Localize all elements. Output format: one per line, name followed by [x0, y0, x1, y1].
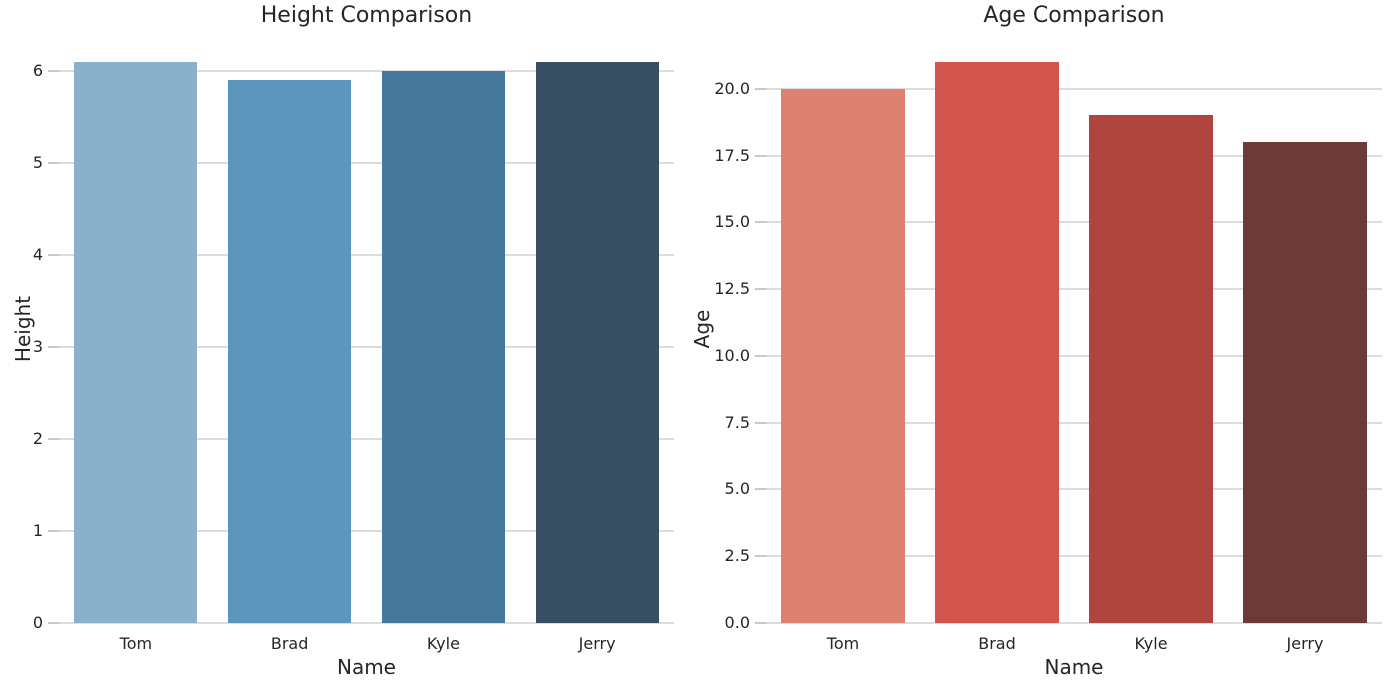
bar-kyle [381, 71, 505, 623]
gridline [59, 254, 674, 257]
x-tick-label: Kyle [426, 634, 460, 653]
bar-brad [228, 80, 352, 623]
y-tick-label: 15.0 [714, 212, 750, 232]
y-tick-label: 5.0 [724, 479, 750, 499]
gridline [59, 70, 674, 73]
y-tick-label: 7.5 [724, 412, 750, 432]
gridline [59, 622, 674, 624]
gridline [766, 288, 1382, 291]
y-tick-label: 3 [32, 337, 43, 357]
chart-title: Height Comparison [260, 3, 473, 28]
gridline [766, 154, 1382, 157]
y-tick-label: 12.5 [714, 279, 750, 299]
gridline [766, 555, 1382, 558]
y-tick-mark [48, 346, 60, 349]
bar-kyle [1089, 115, 1213, 623]
y-tick-mark [755, 555, 767, 558]
y-tick-mark [48, 70, 60, 73]
gridline [766, 421, 1382, 424]
y-tick-mark [48, 162, 60, 165]
gridline [59, 162, 674, 165]
y-tick-mark [48, 530, 60, 533]
bar-tom [74, 62, 198, 623]
chart-title: Age Comparison [983, 3, 1165, 28]
bar-jerry [1243, 142, 1367, 623]
y-tick-label: 1 [32, 521, 43, 541]
plot-area: 0.0 2.5 5.0 7.5 10.0 12.5 15.0 17.5 20.0 Tom Brad K… [714, 34, 1382, 653]
y-tick-label: 10.0 [714, 345, 750, 365]
bar-jerry [535, 62, 659, 623]
y-tick-mark [755, 87, 767, 90]
x-tick-label: Tom [119, 634, 153, 653]
y-tick-label: 0 [32, 613, 43, 632]
x-tick-label: Brad [978, 634, 1016, 653]
y-tick-mark [48, 254, 60, 257]
x-tick-label: Jerry [578, 634, 616, 653]
y-tick-mark [755, 421, 767, 424]
x-axis-label: Name [1044, 655, 1104, 679]
y-tick-mark [755, 221, 767, 224]
x-tick-label: Kyle [1134, 634, 1168, 653]
gridline [766, 354, 1382, 357]
y-tick-label: 2.5 [724, 546, 750, 566]
gridline [766, 622, 1382, 624]
x-tick-label: Tom [826, 634, 860, 653]
gridline [59, 438, 674, 441]
x-tick-label: Brad [270, 634, 309, 653]
y-tick-label: 4 [32, 245, 43, 265]
y-tick-label: 17.5 [714, 145, 750, 165]
y-tick-mark [755, 622, 767, 624]
y-tick-mark [755, 288, 767, 291]
y-tick-label: 5 [32, 153, 43, 173]
bar-brad [935, 62, 1059, 623]
y-tick-mark [755, 354, 767, 357]
y-tick-mark [755, 154, 767, 157]
y-tick-label: 20.0 [714, 78, 750, 98]
bar-tom [781, 88, 905, 623]
y-tick-mark [48, 622, 60, 624]
gridline [59, 346, 674, 349]
y-tick-label: 6 [32, 61, 43, 81]
y-tick-label: 2 [32, 429, 43, 449]
gridline [766, 221, 1382, 224]
gridline [59, 530, 674, 533]
y-tick-mark [48, 438, 60, 441]
gridline [766, 488, 1382, 491]
y-tick-mark [755, 488, 767, 491]
x-axis-label: Name [336, 655, 396, 679]
x-tick-label: Jerry [1286, 634, 1324, 653]
plot-area: 0 1 2 3 4 5 6 Tom Brad Kyle Jerry [33, 34, 674, 653]
y-tick-label: 0.0 [724, 613, 750, 632]
gridline [766, 87, 1382, 90]
